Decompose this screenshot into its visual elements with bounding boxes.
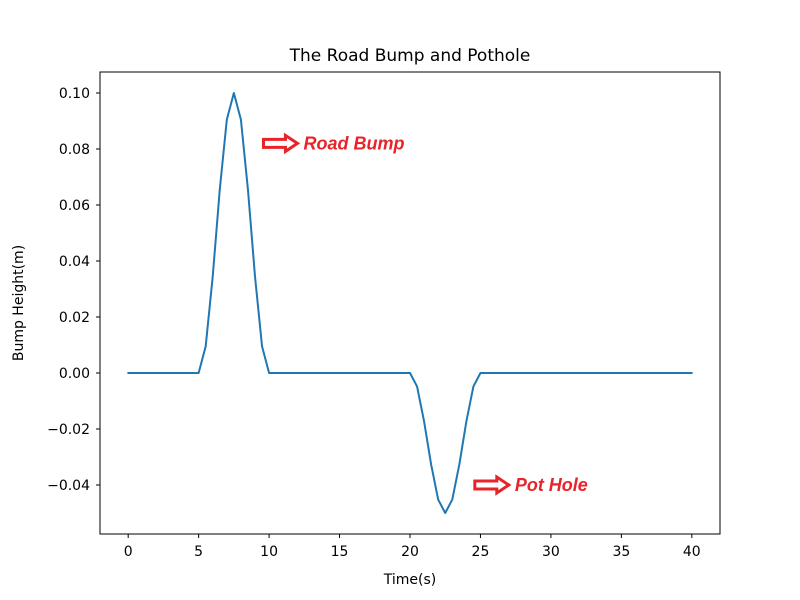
x-tick-label: 15 [331, 544, 349, 560]
y-tick-label: 0.08 [59, 142, 90, 158]
chart-title: The Road Bump and Pothole [289, 46, 531, 66]
y-tick-label: −0.02 [47, 422, 90, 438]
x-tick-label: 35 [612, 544, 630, 560]
x-tick-label: 25 [472, 544, 490, 560]
series-line [127, 92, 693, 514]
x-tick-label: 40 [683, 544, 701, 560]
plot-frame [99, 71, 721, 535]
arrow-right-icon [261, 132, 301, 155]
y-tick-label: −0.04 [47, 478, 90, 494]
y-tick-label: 0.04 [59, 254, 90, 270]
x-tick-label: 5 [194, 544, 203, 560]
arrow-right-icon [473, 474, 512, 496]
annotation: Road Bump [261, 132, 404, 155]
annotation: Pot Hole [473, 474, 588, 496]
x-tick-label: 10 [260, 544, 278, 560]
y-axis-label: Bump Height(m) [11, 245, 27, 361]
x-tick-label: 0 [124, 544, 133, 560]
annotation-label: Road Bump [303, 133, 404, 153]
y-tick-label: 0.10 [59, 86, 90, 102]
x-tick-label: 20 [401, 544, 419, 560]
annotation-label: Pot Hole [515, 475, 588, 495]
y-tick-label: 0.00 [59, 366, 90, 382]
y-tick-label: 0.06 [59, 198, 90, 214]
y-tick-label: 0.02 [59, 310, 90, 326]
x-axis-label: Time(s) [383, 572, 436, 588]
x-tick-label: 30 [542, 544, 560, 560]
